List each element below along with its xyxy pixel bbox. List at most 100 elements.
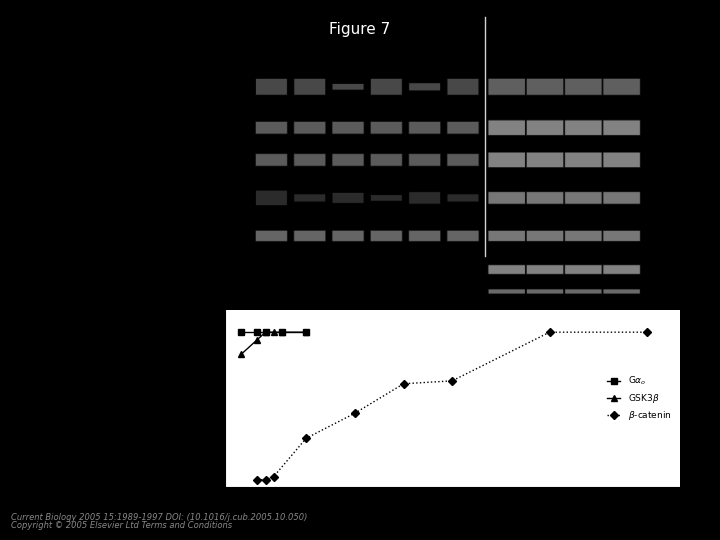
GSK3$\beta$: [269, 329, 278, 335]
Text: Axin2: Axin2: [179, 232, 202, 240]
FancyBboxPatch shape: [256, 78, 287, 96]
Text: Wnt-3a: Wnt-3a: [654, 51, 683, 59]
Text: Fz: Fz: [179, 139, 188, 148]
FancyBboxPatch shape: [256, 122, 287, 134]
G$\alpha_o$: [302, 329, 310, 335]
$\beta$-catenin: [448, 377, 456, 384]
FancyBboxPatch shape: [408, 153, 441, 166]
FancyBboxPatch shape: [564, 192, 602, 204]
FancyBboxPatch shape: [447, 194, 479, 202]
X-axis label: Min.: Min.: [441, 512, 464, 522]
Text: 5: 5: [307, 40, 312, 49]
FancyBboxPatch shape: [526, 120, 564, 136]
Text: $\beta$-catenin: $\beta$-catenin: [381, 263, 418, 276]
FancyBboxPatch shape: [526, 192, 564, 204]
Text: 0: 0: [269, 40, 274, 49]
FancyBboxPatch shape: [603, 152, 641, 168]
FancyBboxPatch shape: [294, 153, 326, 166]
G$\alpha_o$: [253, 329, 262, 335]
Line: GSK3$\beta$: GSK3$\beta$: [238, 329, 309, 357]
G$\alpha_o$: [237, 329, 246, 335]
FancyBboxPatch shape: [488, 192, 526, 204]
Text: -: -: [385, 51, 388, 59]
FancyBboxPatch shape: [256, 153, 287, 166]
Text: Copyright © 2005 Elsevier Ltd Terms and Conditions: Copyright © 2005 Elsevier Ltd Terms and …: [11, 522, 232, 530]
Text: +: +: [618, 51, 625, 59]
FancyBboxPatch shape: [447, 153, 479, 166]
FancyBboxPatch shape: [564, 289, 602, 294]
FancyBboxPatch shape: [332, 153, 364, 166]
FancyBboxPatch shape: [332, 230, 364, 241]
FancyBboxPatch shape: [370, 122, 402, 134]
Y-axis label: % Maximum: % Maximum: [181, 364, 192, 433]
FancyBboxPatch shape: [370, 194, 402, 201]
$\beta$-catenin: [269, 474, 278, 480]
$\beta$-catenin: [351, 410, 359, 416]
Text: IP: Axin2: IP: Axin2: [668, 212, 701, 221]
GSK3$\beta$: [277, 329, 286, 335]
FancyBboxPatch shape: [526, 78, 564, 96]
Text: +: +: [460, 51, 466, 59]
GSK3$\beta$: [261, 329, 270, 335]
Text: 30: 30: [382, 40, 391, 49]
FancyBboxPatch shape: [526, 265, 564, 274]
$\beta$-catenin: [253, 476, 262, 483]
Text: -: -: [308, 51, 311, 59]
FancyBboxPatch shape: [603, 289, 641, 294]
FancyBboxPatch shape: [256, 230, 287, 241]
Text: G$\alpha_o$: G$\alpha_o$: [179, 80, 196, 93]
Text: Wnt-3a (Recombinant): Wnt-3a (Recombinant): [501, 17, 603, 25]
G$\alpha_o$: [277, 329, 286, 335]
Text: min.: min.: [654, 40, 671, 49]
Text: GSK3$\beta$: GSK3$\beta$: [381, 285, 408, 298]
$\beta$-catenin: [545, 329, 554, 335]
Text: +: +: [345, 51, 351, 59]
FancyBboxPatch shape: [332, 192, 364, 204]
FancyBboxPatch shape: [332, 83, 364, 90]
Line: G$\alpha_o$: G$\alpha_o$: [238, 329, 309, 335]
GSK3$\beta$: [302, 329, 310, 335]
Text: +: +: [421, 51, 428, 59]
G$\alpha_o$: [261, 329, 270, 335]
FancyBboxPatch shape: [408, 122, 441, 134]
Text: 30: 30: [617, 40, 626, 49]
FancyBboxPatch shape: [603, 78, 641, 96]
$\beta$-catenin: [302, 435, 310, 442]
$\beta$-catenin: [399, 381, 408, 387]
Text: B: B: [457, 17, 466, 26]
FancyBboxPatch shape: [603, 230, 641, 241]
FancyBboxPatch shape: [294, 194, 326, 202]
Text: GSK3$\beta$: GSK3$\beta$: [168, 191, 197, 205]
GSK3$\beta$: [253, 336, 262, 343]
FancyBboxPatch shape: [370, 78, 402, 96]
FancyBboxPatch shape: [408, 230, 441, 241]
FancyBboxPatch shape: [488, 78, 526, 96]
FancyBboxPatch shape: [294, 122, 326, 134]
Line: $\beta$-catenin: $\beta$-catenin: [255, 329, 650, 482]
FancyBboxPatch shape: [256, 190, 287, 206]
Text: IP: Fz: IP: Fz: [668, 110, 688, 119]
Text: +: +: [580, 51, 587, 59]
FancyBboxPatch shape: [370, 153, 402, 166]
FancyBboxPatch shape: [526, 152, 564, 168]
FancyBboxPatch shape: [408, 192, 441, 204]
FancyBboxPatch shape: [332, 122, 364, 134]
$\beta$-catenin: [643, 329, 652, 335]
Text: Lysates: Lysates: [668, 276, 697, 285]
Text: +: +: [503, 51, 510, 59]
FancyBboxPatch shape: [488, 289, 526, 294]
FancyBboxPatch shape: [294, 78, 326, 96]
FancyBboxPatch shape: [488, 120, 526, 136]
FancyBboxPatch shape: [603, 120, 641, 136]
Text: A: A: [244, 17, 253, 26]
Text: 15: 15: [579, 40, 588, 49]
FancyBboxPatch shape: [564, 152, 602, 168]
Text: Figure 7: Figure 7: [329, 22, 391, 37]
FancyBboxPatch shape: [526, 289, 564, 294]
Text: C: C: [166, 301, 174, 311]
FancyBboxPatch shape: [603, 192, 641, 204]
FancyBboxPatch shape: [488, 265, 526, 274]
FancyBboxPatch shape: [564, 265, 602, 274]
FancyBboxPatch shape: [564, 230, 602, 241]
Text: -: -: [270, 51, 273, 59]
